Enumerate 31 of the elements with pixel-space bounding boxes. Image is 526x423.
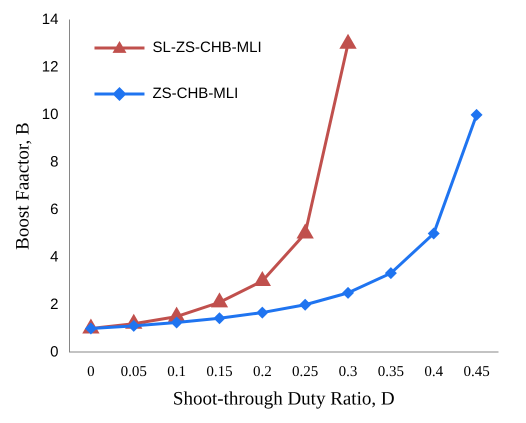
x-tick-label: 0.3 bbox=[338, 364, 358, 380]
point bbox=[299, 298, 312, 311]
y-tick-label: 4 bbox=[50, 248, 58, 266]
y-tick-label: 6 bbox=[50, 200, 58, 218]
y-tick-label: 12 bbox=[42, 58, 58, 76]
x-tick-label: 0.05 bbox=[120, 364, 147, 380]
x-tick-label: 0 bbox=[87, 364, 95, 380]
y-tick-label: 0 bbox=[50, 343, 58, 360]
y-tick-label: 8 bbox=[50, 154, 58, 171]
y-tick-label: 2 bbox=[50, 296, 58, 313]
x-tick-label: 0.15 bbox=[206, 364, 233, 380]
x-tick-label: 0.1 bbox=[167, 364, 186, 380]
x-axis-title: Shoot-through Duty Ratio, D bbox=[172, 388, 395, 410]
x-tick-label: 0.35 bbox=[378, 364, 404, 380]
point bbox=[470, 108, 483, 121]
x-tick-label: 0.25 bbox=[292, 364, 318, 380]
x-tick-label: 0.2 bbox=[252, 364, 272, 380]
point bbox=[256, 306, 268, 319]
point bbox=[213, 312, 226, 324]
point bbox=[428, 228, 440, 240]
y-tick-label: 10 bbox=[42, 106, 58, 124]
legend-label: SL-ZS-CHB-MLI bbox=[152, 39, 262, 56]
x-tick-label: 0.45 bbox=[463, 364, 490, 380]
point bbox=[339, 34, 357, 49]
point bbox=[342, 286, 354, 299]
y-tick-label: 14 bbox=[42, 11, 58, 28]
point bbox=[170, 316, 183, 329]
y-axis-title: Boost Faactor, B bbox=[12, 122, 34, 250]
x-tick-label: 0.4 bbox=[424, 364, 444, 380]
point bbox=[384, 267, 397, 280]
legend-label: ZS-CHB-MLI bbox=[152, 85, 238, 102]
